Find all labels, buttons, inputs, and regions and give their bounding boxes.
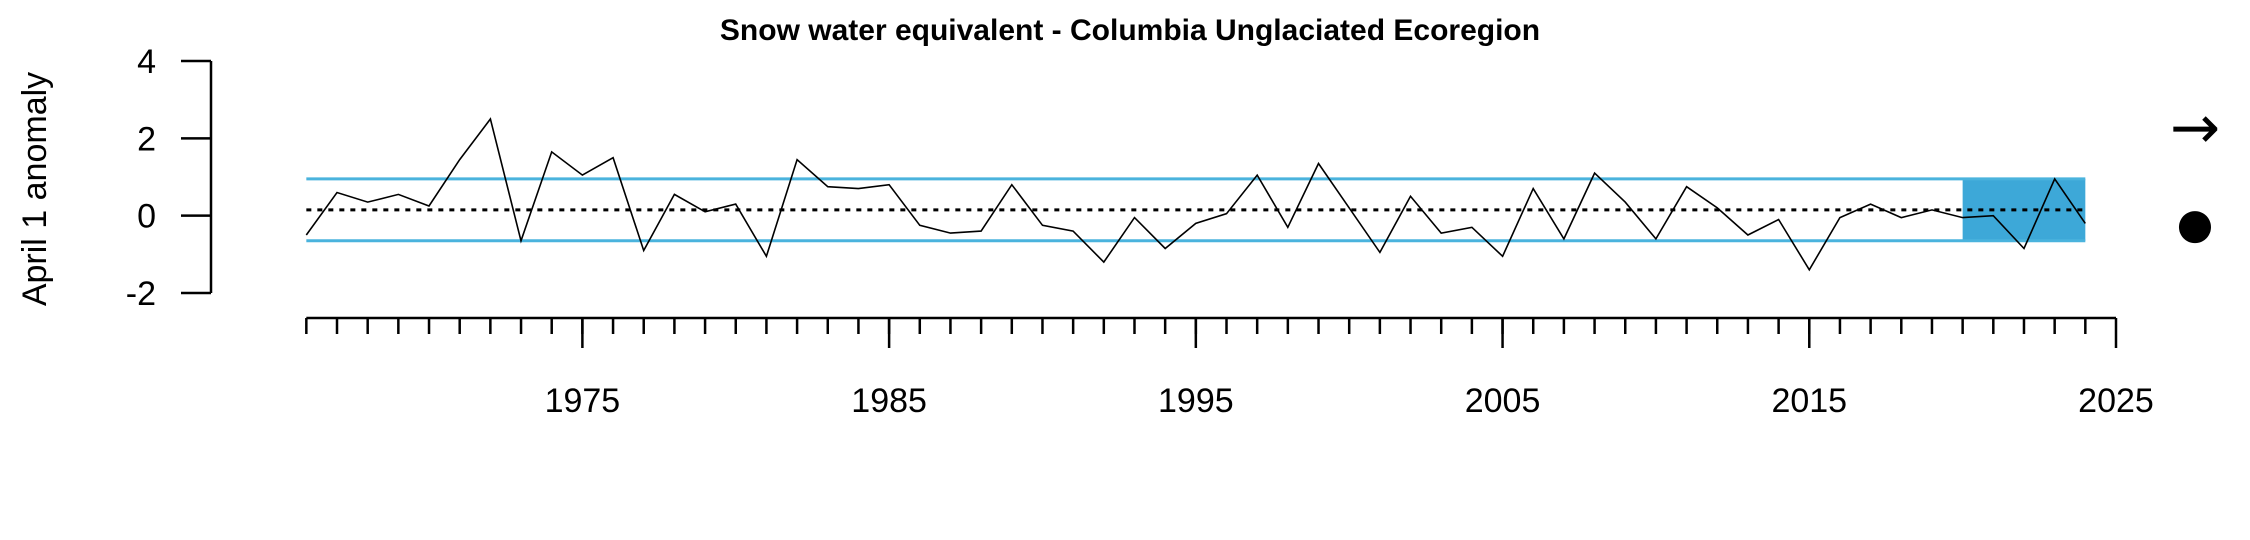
x-tick-label: 2005	[1465, 382, 1541, 420]
status-dot-icon: ●	[2177, 199, 2214, 248]
x-tick-label: 2025	[2078, 382, 2154, 420]
x-axis: 1975 1985 1995 2005 2015 2025	[305, 316, 2154, 420]
x-tick-label: 2015	[1771, 382, 1847, 420]
y-axis: -2 0 2 4	[126, 43, 213, 313]
x-tick-label: 1975	[545, 382, 621, 420]
y-tick-label: 4	[137, 43, 156, 81]
anomaly-series-line	[305, 117, 2086, 272]
chart-title: Snow water equivalent - Columbia Unglaci…	[720, 14, 1540, 47]
y-tick-label: -2	[126, 275, 156, 313]
y-tick-label: 2	[137, 120, 156, 158]
y-tick-label: 0	[137, 198, 156, 236]
x-tick-label: 1985	[851, 382, 927, 420]
trend-arrow-icon: →	[2170, 93, 2220, 163]
y-axis-title: April 1 anomaly	[16, 72, 54, 306]
x-tick-label: 1995	[1158, 382, 1234, 420]
